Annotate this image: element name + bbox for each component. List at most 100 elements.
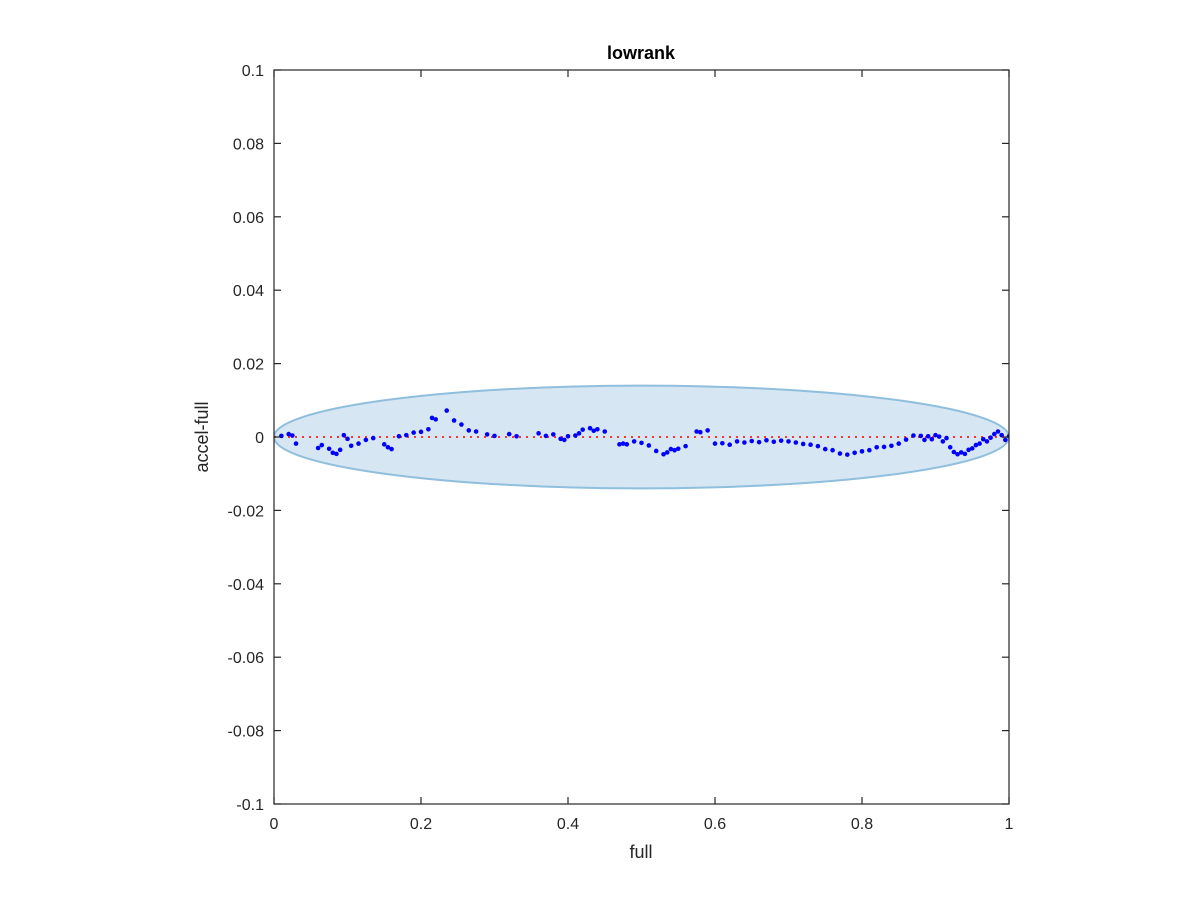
data-point xyxy=(543,433,549,439)
data-point xyxy=(429,415,435,421)
y-tick-label: -0.1 xyxy=(236,797,264,814)
data-point xyxy=(451,418,457,423)
data-point xyxy=(962,451,968,457)
data-point xyxy=(444,408,450,413)
data-point xyxy=(617,442,622,447)
data-point xyxy=(293,441,299,446)
data-point xyxy=(624,442,630,447)
data-point xyxy=(591,428,597,434)
data-point xyxy=(698,429,703,435)
data-point xyxy=(955,451,960,457)
data-point xyxy=(830,447,835,453)
data-point xyxy=(683,443,688,449)
y-tick-label: 0.04 xyxy=(233,283,264,300)
x-tick-label: 1 xyxy=(1005,816,1014,833)
data-point xyxy=(712,441,718,446)
data-point xyxy=(576,431,582,436)
data-point xyxy=(653,448,659,454)
data-point xyxy=(940,439,946,444)
data-point xyxy=(911,433,916,438)
data-point xyxy=(664,450,670,455)
data-point xyxy=(319,442,325,448)
data-point xyxy=(514,433,519,439)
data-point xyxy=(822,446,828,452)
data-point xyxy=(348,443,354,449)
data-point xyxy=(742,440,747,445)
data-point xyxy=(977,441,982,446)
data-point xyxy=(852,450,857,456)
data-point xyxy=(929,436,935,442)
data-point xyxy=(337,447,343,453)
data-point xyxy=(936,434,942,439)
data-point xyxy=(874,444,879,450)
data-point xyxy=(411,430,416,435)
x-axis-label: full xyxy=(629,842,652,862)
data-point xyxy=(506,431,512,437)
data-point xyxy=(473,429,479,434)
data-point xyxy=(749,438,755,444)
plot-area xyxy=(274,384,1009,490)
y-tick-label: 0.08 xyxy=(233,136,264,153)
data-point xyxy=(558,436,563,442)
data-point xyxy=(808,442,813,448)
data-point xyxy=(778,438,784,443)
data-point xyxy=(694,429,699,434)
data-point xyxy=(389,446,394,452)
data-point xyxy=(889,443,894,449)
data-point xyxy=(580,427,585,432)
data-point xyxy=(631,439,637,444)
confidence-ellipse xyxy=(274,384,1009,490)
data-point xyxy=(786,439,791,444)
y-tick-label: -0.02 xyxy=(228,503,265,520)
data-point xyxy=(466,428,472,433)
data-point xyxy=(672,447,677,453)
data-point xyxy=(404,432,409,438)
y-tick-label: 0 xyxy=(255,430,264,447)
data-point xyxy=(944,435,949,441)
y-tick-label: -0.06 xyxy=(228,650,265,667)
data-point xyxy=(286,431,292,437)
y-tick-label: -0.04 xyxy=(228,577,265,594)
data-point xyxy=(385,444,391,450)
data-point xyxy=(459,422,464,427)
data-point xyxy=(587,425,593,431)
data-point xyxy=(995,429,1001,434)
data-point xyxy=(595,426,600,432)
data-point xyxy=(980,436,986,442)
data-point xyxy=(969,446,975,451)
data-point xyxy=(988,435,993,441)
data-point xyxy=(484,432,490,437)
data-point xyxy=(984,439,990,444)
data-point xyxy=(734,439,740,444)
data-point xyxy=(896,441,902,446)
data-point xyxy=(433,417,439,422)
y-tick-label: 0.1 xyxy=(242,63,264,80)
data-point xyxy=(764,438,769,443)
data-point xyxy=(326,446,332,452)
data-point xyxy=(903,437,909,442)
axes: 0 0.2 0.4 0.6 0.8 1 -0.1 -0.08 -0.06 -0.04 -0.02 0 0… xyxy=(228,63,1014,833)
data-point xyxy=(536,431,541,436)
data-point xyxy=(492,433,497,439)
data-point xyxy=(290,433,295,438)
data-point xyxy=(756,439,762,445)
data-point xyxy=(639,440,644,446)
data-point xyxy=(370,435,376,441)
data-point xyxy=(958,450,964,455)
data-point xyxy=(573,433,578,438)
data-point xyxy=(992,431,997,437)
data-point xyxy=(1003,437,1008,443)
data-point xyxy=(396,433,402,439)
data-point xyxy=(881,444,887,450)
y-tick-label: 0.06 xyxy=(233,210,264,227)
y-tick-label: 0.02 xyxy=(233,357,264,374)
data-point xyxy=(933,432,938,438)
data-point xyxy=(845,452,850,457)
data-point xyxy=(815,443,821,449)
x-tick-label: 0.2 xyxy=(410,816,432,833)
data-point xyxy=(793,440,799,445)
x-tick-label: 0.6 xyxy=(704,816,726,833)
data-point xyxy=(800,441,806,447)
data-point xyxy=(356,441,361,446)
x-tick-label: 0.8 xyxy=(851,816,873,833)
